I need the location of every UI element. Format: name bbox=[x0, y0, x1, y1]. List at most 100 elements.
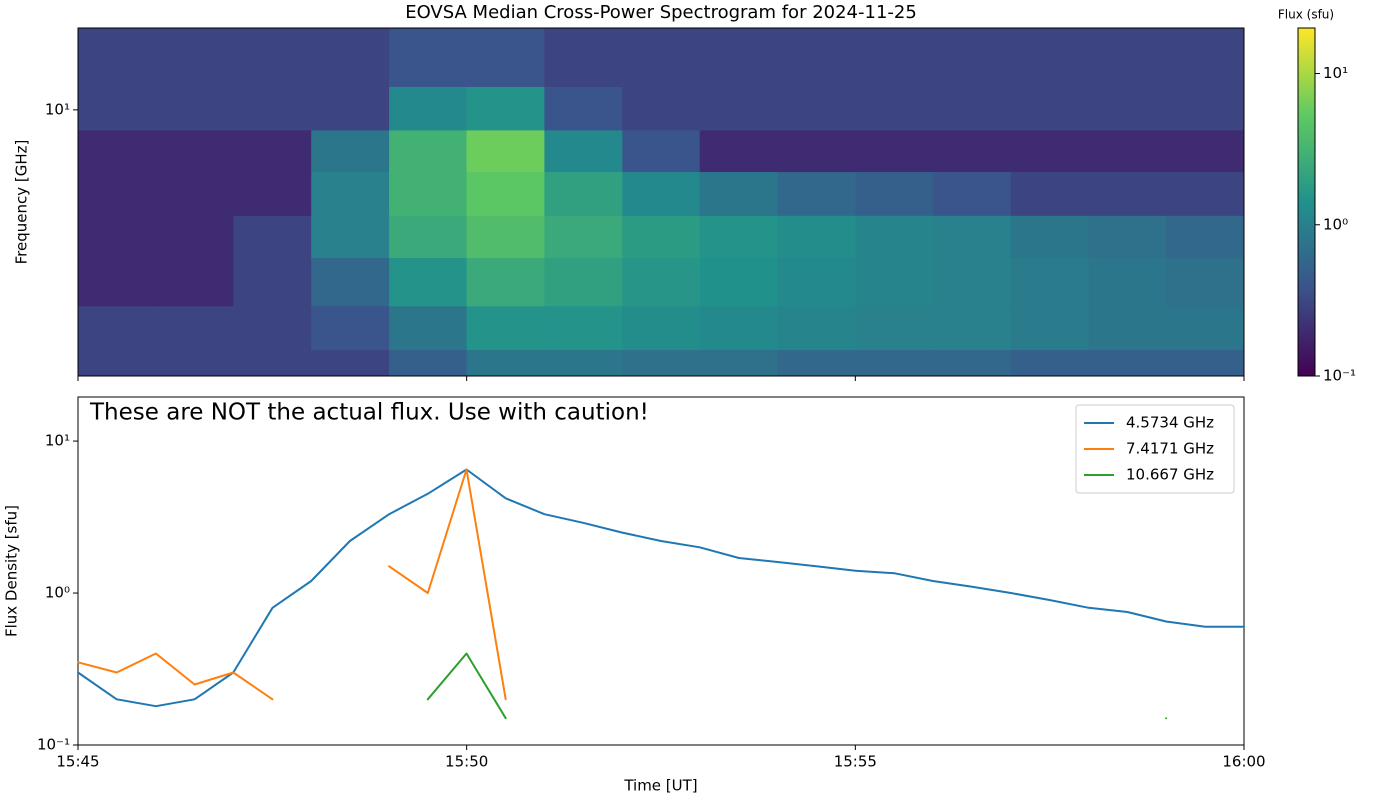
heatmap-cell bbox=[544, 28, 623, 87]
heatmap-cell bbox=[466, 28, 545, 87]
heatmap-cell bbox=[389, 349, 468, 377]
heatmap-cell bbox=[155, 171, 234, 216]
heatmap-cell bbox=[1166, 257, 1245, 307]
heatmap-cell bbox=[155, 215, 234, 259]
heatmap-cell bbox=[233, 171, 312, 216]
heatmap-cell bbox=[1010, 305, 1090, 351]
heatmap-cell bbox=[311, 86, 390, 131]
heatmap-cell bbox=[233, 28, 312, 87]
heatmap-cell bbox=[1088, 129, 1167, 173]
heatmap-cell bbox=[311, 28, 390, 87]
heatmap-cell bbox=[389, 171, 468, 216]
heatmap-cell bbox=[466, 86, 545, 131]
heatmap-cell bbox=[622, 86, 701, 131]
heatmap-cell bbox=[311, 129, 390, 173]
heatmap-cell bbox=[699, 257, 779, 307]
heatmap-cell bbox=[855, 257, 934, 307]
heatmap-cell bbox=[544, 86, 623, 131]
heatmap-cell bbox=[155, 86, 234, 131]
heatmap-cell bbox=[622, 129, 701, 173]
y-tick-label: 10⁻¹ bbox=[37, 736, 70, 754]
heatmap-cell bbox=[233, 257, 312, 307]
heatmap-cell bbox=[544, 129, 623, 173]
heatmap-cell bbox=[389, 305, 468, 351]
heatmap-cell bbox=[155, 305, 234, 351]
heatmap-cell bbox=[855, 28, 934, 87]
heatmap-cell bbox=[699, 305, 779, 351]
line-series bbox=[77, 468, 1245, 708]
heatmap-cell bbox=[78, 215, 157, 259]
heatmap-cell bbox=[699, 129, 779, 173]
heatmap-cell bbox=[777, 215, 856, 259]
heatmap-cell bbox=[1166, 171, 1245, 216]
heatmap-cell bbox=[389, 86, 468, 131]
heatmap-cell bbox=[466, 305, 545, 351]
heatmap-cell bbox=[932, 171, 1012, 216]
heatmap-cell bbox=[932, 215, 1012, 259]
legend-box bbox=[1075, 404, 1235, 494]
heatmap-cell bbox=[544, 215, 623, 259]
heatmap-cell bbox=[233, 305, 312, 351]
heatmap-cell bbox=[233, 129, 312, 173]
heatmap-cell bbox=[155, 349, 234, 377]
heatmap-cell bbox=[78, 349, 157, 377]
heatmap-cell bbox=[466, 129, 545, 173]
heatmap-cell bbox=[1010, 171, 1090, 216]
heatmap-cell bbox=[155, 129, 234, 173]
heatmap-cell bbox=[1088, 305, 1167, 351]
heatmap-cell bbox=[155, 28, 234, 87]
heatmap-cell bbox=[932, 257, 1012, 307]
heatmap-cell bbox=[389, 28, 468, 87]
heatmap-cell bbox=[544, 349, 623, 377]
colorbar-label: Flux (sfu) bbox=[1278, 8, 1334, 22]
heatmap-cell bbox=[466, 171, 545, 216]
annotation: These are NOT the actual flux. Use with … bbox=[89, 400, 649, 426]
heatmap-cell bbox=[544, 257, 623, 307]
heatmap-cell bbox=[1088, 86, 1167, 131]
heatmap-cell bbox=[1010, 215, 1090, 259]
heatmap-cell bbox=[855, 305, 934, 351]
heatmap-cell bbox=[544, 305, 623, 351]
y-tick-label: 10⁰ bbox=[45, 584, 70, 602]
heatmap-cell bbox=[932, 129, 1012, 173]
heatmap-cell bbox=[1088, 171, 1167, 216]
heatmap-cell bbox=[1088, 349, 1167, 377]
line-series bbox=[426, 652, 1168, 720]
heatmap-cell bbox=[1010, 349, 1090, 377]
heatmap-cell bbox=[622, 349, 701, 377]
heatmap-cell bbox=[389, 257, 468, 307]
heatmap-cell bbox=[78, 129, 157, 173]
y-axis-label: Flux Density [sfu] bbox=[3, 505, 21, 637]
heatmap-cell bbox=[311, 171, 390, 216]
heatmap-cell bbox=[1166, 86, 1245, 131]
heatmap-cell bbox=[1010, 86, 1090, 131]
heatmap-cell bbox=[699, 349, 779, 377]
heatmap-cell bbox=[466, 257, 545, 307]
heatmap-cell bbox=[1010, 28, 1090, 87]
heatmap-cell bbox=[1166, 349, 1245, 377]
x-tick-label: 15:45 bbox=[56, 753, 99, 771]
heatmap-cell bbox=[1166, 215, 1245, 259]
heatmap-cell bbox=[389, 215, 468, 259]
heatmap-cell bbox=[311, 349, 390, 377]
heatmap-cell bbox=[932, 28, 1012, 87]
heatmap-cell bbox=[78, 28, 157, 87]
heatmap-cell bbox=[622, 257, 701, 307]
heatmap-cell bbox=[622, 305, 701, 351]
heatmap-cell bbox=[622, 171, 701, 216]
heatmap-cell bbox=[699, 215, 779, 259]
heatmap-cell bbox=[777, 171, 856, 216]
heatmap-cell bbox=[233, 86, 312, 131]
heatmap-cell bbox=[155, 257, 234, 307]
heatmap-cell bbox=[544, 171, 623, 216]
line-series bbox=[77, 468, 507, 701]
heatmap-cell bbox=[233, 349, 312, 377]
heatmap-cell bbox=[1088, 28, 1167, 87]
legend-label: 4.5734 GHz bbox=[1126, 414, 1214, 432]
heatmap-cell bbox=[855, 86, 934, 131]
x-tick-label: 15:55 bbox=[834, 753, 877, 771]
plot-frame bbox=[77, 396, 1245, 746]
heatmap-cell bbox=[855, 349, 934, 377]
x-tick-label: 15:50 bbox=[445, 753, 488, 771]
